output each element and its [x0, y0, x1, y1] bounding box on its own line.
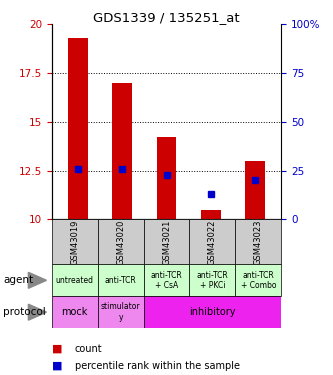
Polygon shape	[28, 272, 47, 288]
Text: anti-TCR: anti-TCR	[105, 276, 137, 285]
Text: anti-TCR
+ CsA: anti-TCR + CsA	[151, 271, 182, 290]
Bar	[98, 296, 144, 328]
Bar	[144, 296, 281, 328]
Bar	[52, 264, 98, 296]
Bar	[235, 219, 281, 264]
Text: agent: agent	[3, 275, 33, 285]
Text: protocol: protocol	[3, 307, 46, 317]
Bar	[235, 264, 281, 296]
Text: GDS1339 / 135251_at: GDS1339 / 135251_at	[93, 11, 240, 24]
Bar	[98, 219, 144, 264]
Bar	[52, 296, 98, 328]
Text: percentile rank within the sample: percentile rank within the sample	[75, 361, 240, 370]
Text: GSM43019: GSM43019	[70, 219, 79, 265]
Bar	[144, 219, 189, 264]
Bar	[245, 161, 265, 219]
Text: anti-TCR
+ Combo: anti-TCR + Combo	[241, 271, 276, 290]
Polygon shape	[28, 304, 47, 320]
Text: GSM43023: GSM43023	[254, 219, 263, 265]
Text: mock: mock	[61, 307, 88, 317]
Bar	[98, 264, 144, 296]
Text: inhibitory: inhibitory	[189, 307, 236, 317]
Text: ■: ■	[52, 344, 62, 354]
Bar	[189, 219, 235, 264]
Text: count: count	[75, 344, 103, 354]
Bar	[201, 210, 221, 219]
Text: untreated: untreated	[56, 276, 94, 285]
Bar	[157, 138, 176, 219]
Bar	[144, 264, 189, 296]
Text: stimulator
y: stimulator y	[101, 303, 140, 322]
Text: GSM43020: GSM43020	[116, 219, 125, 265]
Text: GSM43021: GSM43021	[162, 219, 171, 265]
Text: GSM43022: GSM43022	[208, 219, 217, 265]
Text: anti-TCR
+ PKCi: anti-TCR + PKCi	[196, 271, 228, 290]
Bar	[52, 219, 98, 264]
Bar	[68, 38, 88, 219]
Text: ■: ■	[52, 361, 62, 370]
Bar	[189, 264, 235, 296]
Bar	[112, 83, 132, 219]
